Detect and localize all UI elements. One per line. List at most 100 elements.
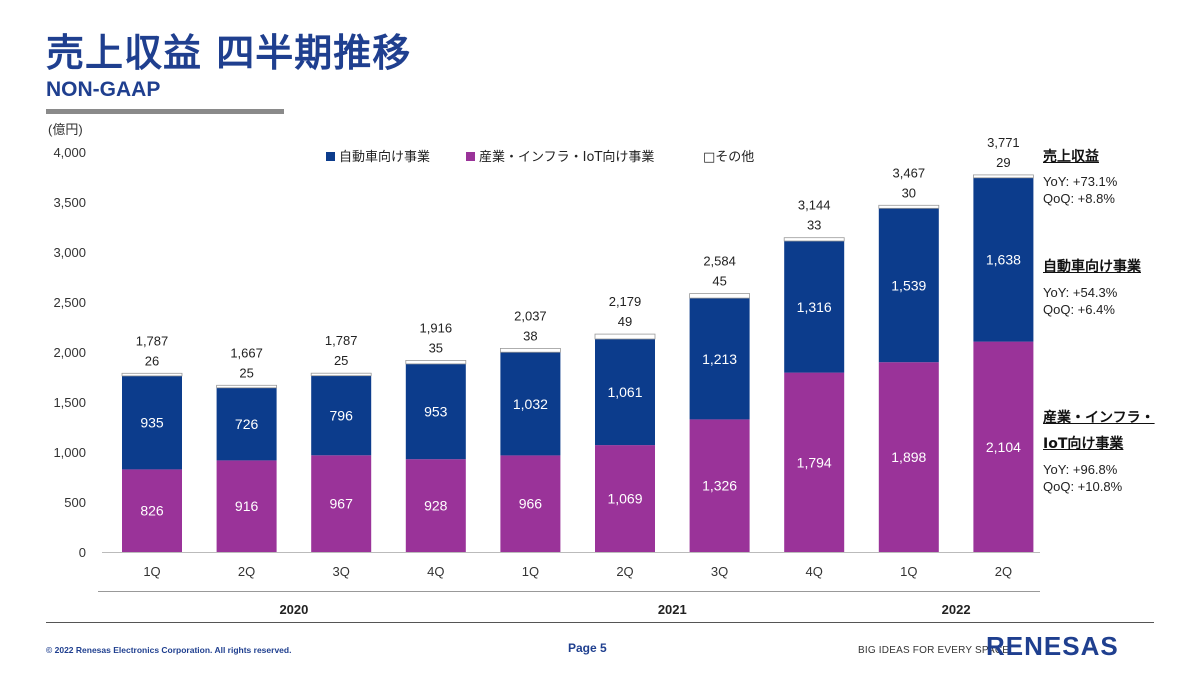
bar-segment [973,341,1034,552]
bar-segment [311,375,372,456]
year-label: 2020 [279,602,308,617]
data-label-other: 26 [145,353,159,368]
copyright-text: © 2022 Renesas Electronics Corporation. … [46,645,292,655]
bar-segment [973,177,1034,342]
year-label: 2022 [942,602,971,617]
y-tick-label: 3,500 [53,195,86,210]
summary-auto: 自動車向け事業 YoY: +54.3% QoQ: +6.4% [1043,254,1141,318]
total-label: 2,037 [514,308,547,323]
bar-segment [216,387,277,461]
tagline-text: BIG IDEAS FOR EVERY SPACE [858,645,1010,656]
bar-segment [878,362,939,552]
total-label: 1,667 [230,345,263,360]
bar-segment [973,174,1034,179]
summary-total-heading: 売上収益 [1043,149,1099,165]
x-tick-label: 1Q [143,564,160,579]
bar-segment [595,339,655,446]
data-label: 1,032 [513,396,548,412]
y-tick-label: 1,500 [53,395,86,410]
total-label: 1,916 [420,320,453,335]
summary-iiot-heading-2: IoT向け事業 [1043,436,1124,452]
data-label: 1,316 [797,299,832,315]
data-label-other: 38 [523,328,537,343]
bar-segment [216,460,277,552]
summary-auto-qoq: QoQ: +6.4% [1043,302,1115,317]
legend-label: □その他 [703,150,754,165]
legend-label: 産業・インフラ・IoT向け事業 [479,149,654,165]
bar-segment [878,204,940,209]
bar-segment [122,469,182,552]
bar-segment [405,363,466,460]
footer-divider [46,622,1154,623]
summary-iiot-qoq: QoQ: +10.8% [1043,479,1123,494]
data-label: 1,638 [986,252,1021,268]
x-tick-label: 4Q [427,564,444,579]
year-label: 2021 [658,602,687,617]
legend-swatch [326,152,335,161]
data-label: 966 [519,496,543,512]
bar-segment [500,455,561,552]
summary-iiot: 産業・インフラ・ IoT向け事業 YoY: +96.8% QoQ: +10.8% [1043,405,1155,495]
summary-auto-heading: 自動車向け事業 [1043,259,1141,275]
bar-segment [595,445,655,552]
legend-swatch [466,152,475,161]
total-label: 3,144 [798,198,831,213]
data-label: 1,326 [702,478,737,494]
data-label: 935 [140,415,164,431]
total-label: 3,771 [987,135,1020,150]
total-label: 2,584 [703,254,736,269]
x-tick-label: 3Q [333,564,350,579]
total-label: 1,787 [136,333,169,348]
revenue-stacked-bar-chart: (億円) 0 500 1,000 1,500 2,000 2,500 3,000 3,500 4,… [48,122,1040,617]
y-unit-label: (億円) [48,122,83,137]
legend-label: 自動車向け事業 [339,149,430,165]
x-tick-label: 2Q [616,564,633,579]
bar-segment [689,298,750,420]
y-tick-label: 4,000 [53,145,86,160]
y-tick-label: 2,500 [53,295,86,310]
summary-auto-yoy: YoY: +54.3% [1043,285,1118,300]
bar-segment [310,372,372,377]
page-subtitle: NON-GAAP [46,78,161,101]
bar-segment [216,384,278,389]
data-label: 826 [140,503,164,519]
data-label: 1,213 [702,351,737,367]
bar-segment [784,241,845,373]
bar-segment [405,459,466,552]
data-label: 967 [330,496,354,512]
title-underline [46,109,284,114]
renesas-logo: RENESAS [986,631,1119,661]
data-label-other: 29 [996,155,1010,170]
y-tick-label: 1,000 [53,445,86,460]
y-tick-label: 0 [79,545,86,560]
bar-segment [783,237,845,242]
y-tick-label: 3,000 [53,245,86,260]
summary-total: 売上収益 YoY: +73.1% QoQ: +8.8% [1043,144,1117,207]
data-label: 1,898 [891,449,926,465]
summary-iiot-heading-1: 産業・インフラ・ [1043,410,1155,426]
summary-total-qoq: QoQ: +8.8% [1043,191,1115,206]
data-label-other: 30 [902,185,916,200]
data-label: 1,539 [891,277,926,293]
bar-segment [122,375,182,470]
page-number: Page 5 [568,641,607,655]
bar-segment [689,419,750,552]
y-tick-label: 500 [64,495,86,510]
total-label: 2,179 [609,294,642,309]
data-label: 796 [330,408,354,424]
bar-segment [121,372,183,377]
data-label-other: 25 [239,365,253,380]
x-tick-label: 1Q [522,564,539,579]
summary-total-yoy: YoY: +73.1% [1043,174,1118,189]
x-tick-label: 4Q [806,564,823,579]
x-tick-label: 3Q [711,564,728,579]
bar-segment [594,333,656,340]
data-label: 916 [235,498,259,514]
data-label: 928 [424,498,448,514]
y-tick-label: 2,000 [53,345,86,360]
bar-segment [500,352,561,456]
x-tick-label: 1Q [900,564,917,579]
data-label: 2,104 [986,439,1021,455]
page-title: 売上収益 四半期推移 [46,31,412,75]
total-label: 3,467 [893,165,926,180]
